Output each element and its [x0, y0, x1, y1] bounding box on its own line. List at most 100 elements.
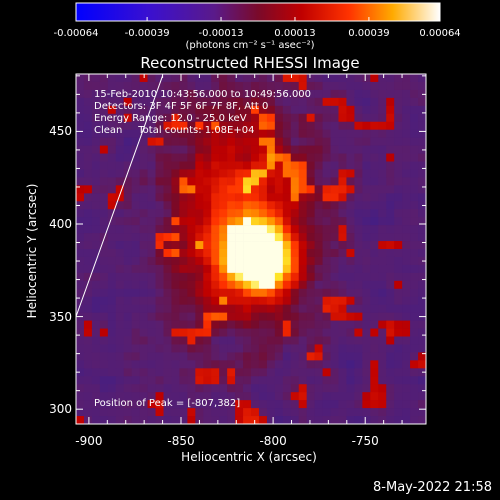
image-pixel: [418, 264, 426, 274]
image-pixel: [354, 264, 363, 274]
annotation-clean: Clean Total counts: 1.08E+04: [94, 125, 255, 136]
image-pixel: [370, 177, 379, 186]
image-pixel: [354, 105, 363, 115]
image-pixel: [314, 416, 323, 424]
image-pixel: [139, 304, 148, 313]
image-pixel: [290, 74, 300, 83]
image-pixel: [322, 368, 331, 377]
image-pixel: [346, 296, 355, 305]
image-pixel: [266, 256, 276, 266]
image-pixel: [147, 249, 156, 258]
image-pixel: [163, 312, 172, 321]
image-pixel: [386, 392, 395, 401]
image-pixel: [219, 97, 228, 107]
image-pixel: [394, 225, 403, 234]
image-pixel: [211, 376, 220, 385]
image-pixel: [370, 344, 379, 353]
image-pixel: [235, 288, 244, 298]
image-pixel: [131, 328, 140, 337]
image-pixel: [290, 153, 300, 162]
image-pixel: [211, 113, 220, 123]
image-pixel: [290, 161, 300, 170]
image-pixel: [251, 312, 260, 321]
image-pixel: [179, 193, 188, 202]
image-pixel: [235, 161, 244, 170]
image-pixel: [314, 161, 323, 170]
image-pixel: [282, 217, 292, 226]
image-pixel: [370, 137, 379, 146]
image-pixel: [187, 296, 196, 305]
image-pixel: [251, 185, 260, 194]
image-pixel: [227, 89, 236, 99]
image-pixel: [107, 416, 117, 424]
image-pixel: [402, 368, 411, 377]
image-pixel: [179, 304, 188, 313]
image-pixel: [251, 272, 260, 282]
image-pixel: [123, 137, 132, 146]
image-pixel: [91, 113, 101, 123]
image-pixel: [378, 185, 387, 194]
image-pixels: [76, 74, 426, 424]
image-pixel: [386, 97, 395, 107]
image-pixel: [418, 153, 426, 162]
image-pixel: [115, 360, 125, 369]
image-pixel: [274, 153, 284, 162]
image-pixel: [139, 392, 148, 401]
image-pixel: [91, 169, 101, 178]
image-pixel: [338, 177, 347, 186]
image-pixel: [338, 74, 347, 83]
image-pixel: [76, 264, 85, 274]
image-pixel: [131, 256, 140, 266]
image-pixel: [171, 384, 180, 393]
image-pixel: [163, 97, 172, 107]
image-pixel: [386, 209, 395, 218]
image-pixel: [362, 272, 371, 282]
image-pixel: [386, 304, 395, 313]
image-pixel: [211, 304, 220, 313]
image-pixel: [258, 336, 268, 345]
colorbar-tick-label: 0.00039: [348, 28, 390, 39]
image-pixel: [195, 145, 204, 154]
chart-title: Reconstructed RHESSI Image: [140, 54, 360, 72]
image-pixel: [107, 193, 117, 202]
image-pixel: [91, 209, 101, 218]
image-pixel: [402, 408, 411, 417]
image-pixel: [235, 193, 244, 202]
image-pixel: [163, 328, 172, 337]
image-pixel: [322, 320, 331, 329]
image-pixel: [163, 368, 172, 377]
image-pixel: [107, 217, 117, 226]
image-pixel: [386, 288, 395, 298]
image-pixel: [195, 113, 204, 123]
image-pixel: [211, 153, 220, 162]
image-pixel: [394, 312, 403, 321]
y-tick-label: 350: [49, 309, 72, 324]
image-pixel: [147, 416, 156, 424]
image-pixel: [195, 249, 204, 258]
image-pixel: [76, 288, 85, 298]
image-pixel: [131, 320, 140, 329]
image-pixel: [243, 201, 252, 210]
image-pixel: [115, 193, 125, 202]
image-pixel: [394, 241, 403, 250]
image-pixel: [187, 113, 196, 123]
image-pixel: [266, 81, 276, 91]
image-pixel: [99, 280, 109, 290]
image-pixel: [195, 272, 204, 282]
image-pixel: [322, 328, 331, 337]
image-pixel: [354, 312, 363, 321]
image-pixel: [187, 264, 196, 274]
image-pixel: [338, 129, 347, 138]
image-pixel: [282, 280, 292, 290]
image-pixel: [330, 352, 339, 361]
image-pixel: [243, 129, 252, 138]
image-pixel: [123, 360, 132, 369]
image-pixel: [107, 400, 117, 409]
image-pixel: [338, 352, 347, 361]
image-pixel: [362, 400, 371, 409]
image-pixel: [322, 145, 331, 154]
image-pixel: [251, 288, 260, 298]
image-pixel: [243, 81, 252, 91]
image-pixel: [266, 296, 276, 305]
image-pixel: [298, 368, 307, 377]
